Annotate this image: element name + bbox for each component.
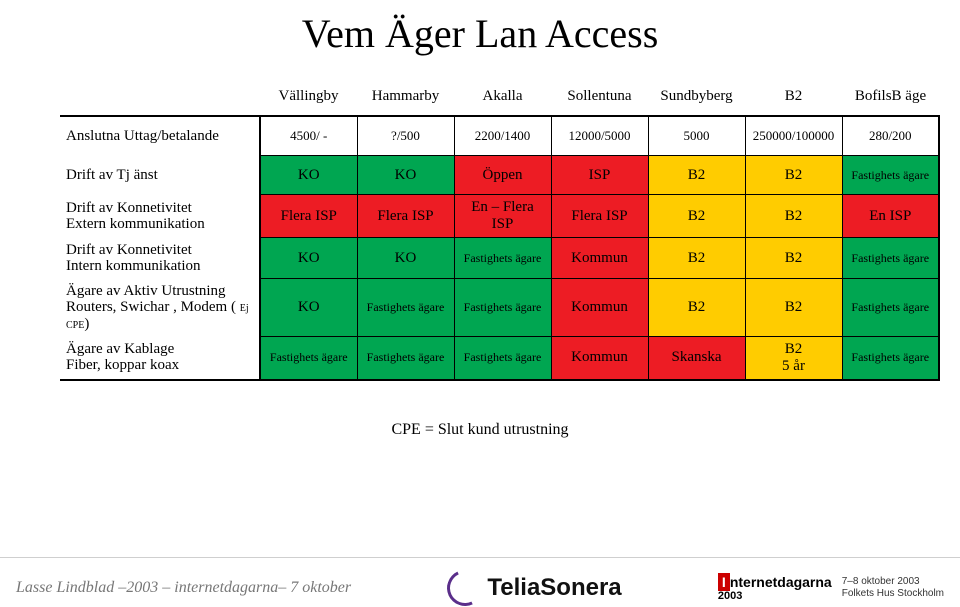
table-row: Drift av Tj änstKOKOÖppenISPB2B2Fastighe… bbox=[60, 156, 939, 195]
row-label: Ägare av Aktiv UtrustningRouters, Swicha… bbox=[60, 279, 260, 337]
table-cell: Fastighets ägare bbox=[357, 336, 454, 380]
event-info: 7–8 oktober 2003 Folkets Hus Stockholm bbox=[842, 576, 944, 600]
column-header: Akalla bbox=[454, 77, 551, 116]
table-cell: 4500/ - bbox=[260, 116, 357, 156]
row-label: Drift av KonnetivitetIntern kommunikatio… bbox=[60, 238, 260, 279]
table-cell: Fastighets ägare bbox=[454, 279, 551, 337]
column-header: Sollentuna bbox=[551, 77, 648, 116]
table-cell: Öppen bbox=[454, 156, 551, 195]
page-title: Vem Äger Lan Access bbox=[0, 10, 960, 57]
footer: Lasse Lindblad –2003 – internetdagarna– … bbox=[0, 557, 960, 607]
table-cell: 250000/100000 bbox=[745, 116, 842, 156]
table-row: Drift av KonnetivitetExtern kommunikatio… bbox=[60, 195, 939, 238]
table-cell: B2 bbox=[648, 156, 745, 195]
table-row: Ägare av KablageFiber, koppar koaxFastig… bbox=[60, 336, 939, 380]
table-cell: Flera ISP bbox=[357, 195, 454, 238]
table-cell: Fastighets ägare bbox=[842, 279, 939, 337]
footer-author: Lasse Lindblad –2003 – internetdagarna– … bbox=[16, 579, 351, 597]
table-cell: B2 bbox=[648, 195, 745, 238]
column-header: B2 bbox=[745, 77, 842, 116]
access-table-wrap: VällingbyHammarbyAkallaSollentunaSundbyb… bbox=[20, 77, 940, 381]
table-cell: Fastighets ägare bbox=[842, 156, 939, 195]
column-header: Hammarby bbox=[357, 77, 454, 116]
access-table: VällingbyHammarbyAkallaSollentunaSundbyb… bbox=[60, 77, 940, 381]
table-cell: En – Flera ISP bbox=[454, 195, 551, 238]
table-cell: KO bbox=[260, 279, 357, 337]
table-cell: KO bbox=[357, 156, 454, 195]
internetdagarna-i-icon: I bbox=[718, 573, 730, 591]
table-cell: 280/200 bbox=[842, 116, 939, 156]
event-place: Folkets Hus Stockholm bbox=[842, 588, 944, 600]
column-header: Sundbyberg bbox=[648, 77, 745, 116]
internetdagarna-year: 2003 bbox=[718, 591, 832, 602]
table-cell: 2200/1400 bbox=[454, 116, 551, 156]
table-cell: Skanska bbox=[648, 336, 745, 380]
teliasonera-text: TeliaSonera bbox=[487, 574, 621, 602]
table-cell: Fastighets ägare bbox=[454, 238, 551, 279]
table-cell: B2 bbox=[745, 195, 842, 238]
table-cell: B2 bbox=[745, 238, 842, 279]
table-row: Ägare av Aktiv UtrustningRouters, Swicha… bbox=[60, 279, 939, 337]
table-cell: Kommun bbox=[551, 336, 648, 380]
table-cell: Fastighets ägare bbox=[842, 336, 939, 380]
internetdagarna-text: nternetdagarna bbox=[730, 574, 832, 590]
table-cell: Fastighets ägare bbox=[454, 336, 551, 380]
table-body: Anslutna Uttag/betalande4500/ -?/5002200… bbox=[60, 116, 939, 380]
row-label: Anslutna Uttag/betalande bbox=[60, 116, 260, 156]
table-cell: Kommun bbox=[551, 279, 648, 337]
table-cell: B2 bbox=[745, 279, 842, 337]
footer-right: Internetdagarna 2003 7–8 oktober 2003 Fo… bbox=[718, 573, 944, 602]
table-cell: Flera ISP bbox=[260, 195, 357, 238]
table-cell: Fastighets ägare bbox=[260, 336, 357, 380]
table-head: VällingbyHammarbyAkallaSollentunaSundbyb… bbox=[60, 77, 939, 116]
table-cell: B2 bbox=[648, 279, 745, 337]
column-header: Vällingby bbox=[260, 77, 357, 116]
table-cell: Flera ISP bbox=[551, 195, 648, 238]
table-cell: Kommun bbox=[551, 238, 648, 279]
table-row: Anslutna Uttag/betalande4500/ -?/5002200… bbox=[60, 116, 939, 156]
row-label: Ägare av KablageFiber, koppar koax bbox=[60, 336, 260, 380]
table-cell: B2 bbox=[648, 238, 745, 279]
table-cell: B2 bbox=[745, 156, 842, 195]
table-cell: En ISP bbox=[842, 195, 939, 238]
event-date: 7–8 oktober 2003 bbox=[842, 576, 944, 588]
teliasonera-logo: TeliaSonera bbox=[447, 570, 621, 606]
table-cell: Fastighets ägare bbox=[357, 279, 454, 337]
table-cell: 12000/5000 bbox=[551, 116, 648, 156]
column-header-blank bbox=[60, 77, 260, 116]
footnote: CPE = Slut kund utrustning bbox=[0, 421, 960, 439]
table-cell: ?/500 bbox=[357, 116, 454, 156]
table-cell: ISP bbox=[551, 156, 648, 195]
table-cell: B25 år bbox=[745, 336, 842, 380]
table-cell: 5000 bbox=[648, 116, 745, 156]
table-row: Drift av KonnetivitetIntern kommunikatio… bbox=[60, 238, 939, 279]
table-cell: Fastighets ägare bbox=[842, 238, 939, 279]
teliasonera-swirl-icon bbox=[442, 564, 488, 607]
table-cell: KO bbox=[260, 156, 357, 195]
row-label: Drift av Tj änst bbox=[60, 156, 260, 195]
internetdagarna-logo: Internetdagarna 2003 bbox=[718, 573, 832, 602]
table-cell: KO bbox=[357, 238, 454, 279]
row-label: Drift av KonnetivitetExtern kommunikatio… bbox=[60, 195, 260, 238]
table-cell: KO bbox=[260, 238, 357, 279]
column-header: BofilsB äge bbox=[842, 77, 939, 116]
